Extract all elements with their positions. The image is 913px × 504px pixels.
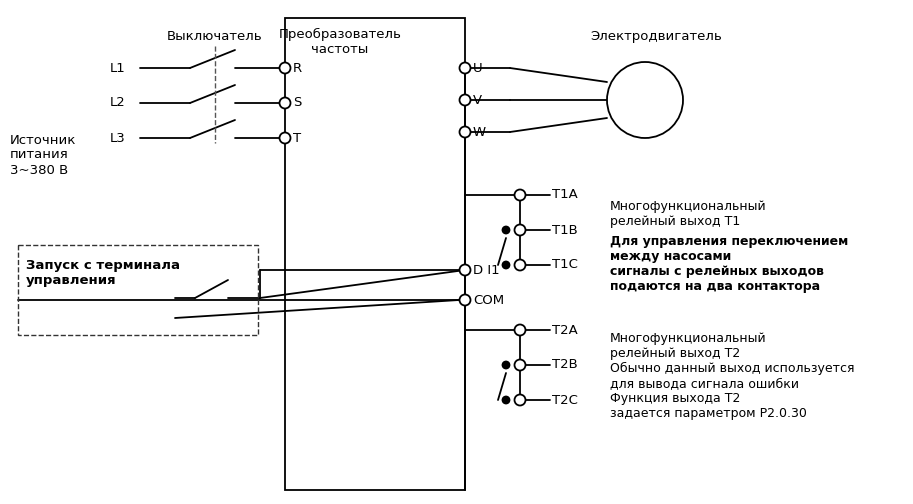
Circle shape bbox=[515, 260, 526, 271]
Circle shape bbox=[459, 294, 470, 305]
Circle shape bbox=[607, 62, 683, 138]
Circle shape bbox=[459, 127, 470, 138]
Circle shape bbox=[502, 262, 509, 269]
Circle shape bbox=[515, 190, 526, 201]
Circle shape bbox=[515, 395, 526, 406]
Circle shape bbox=[502, 397, 509, 404]
Text: L2: L2 bbox=[110, 96, 125, 109]
Circle shape bbox=[515, 359, 526, 370]
Text: Запуск с терминала
управления: Запуск с терминала управления bbox=[26, 259, 180, 287]
Text: Выключатель: Выключатель bbox=[167, 30, 263, 43]
Circle shape bbox=[459, 265, 470, 276]
Text: T2B: T2B bbox=[552, 358, 578, 371]
Circle shape bbox=[515, 325, 526, 336]
Text: T: T bbox=[293, 132, 301, 145]
Circle shape bbox=[459, 62, 470, 74]
Circle shape bbox=[502, 361, 509, 368]
Circle shape bbox=[459, 95, 470, 105]
Circle shape bbox=[279, 62, 290, 74]
Text: S: S bbox=[293, 96, 301, 109]
Text: Электродвигатель: Электродвигатель bbox=[590, 30, 722, 43]
Text: D I1: D I1 bbox=[473, 264, 499, 277]
Text: Для управления переключением
между насосами
сигналы с релейных выходов
подаются : Для управления переключением между насос… bbox=[610, 235, 848, 293]
Text: W: W bbox=[473, 125, 486, 139]
Circle shape bbox=[279, 97, 290, 108]
Bar bbox=[285, 18, 465, 490]
Circle shape bbox=[279, 133, 290, 144]
Text: U: U bbox=[473, 61, 483, 75]
Text: Преобразователь
частоты: Преобразователь частоты bbox=[278, 28, 402, 56]
Text: V: V bbox=[473, 94, 482, 106]
Text: T1C: T1C bbox=[552, 259, 578, 272]
Text: T1A: T1A bbox=[552, 188, 578, 202]
Text: L1: L1 bbox=[110, 61, 125, 75]
Text: Многофункциональный
релейный выход T1: Многофункциональный релейный выход T1 bbox=[610, 200, 767, 228]
Text: L3: L3 bbox=[110, 132, 125, 145]
Circle shape bbox=[515, 224, 526, 235]
Circle shape bbox=[502, 226, 509, 233]
Bar bbox=[18, 245, 258, 335]
Text: T1B: T1B bbox=[552, 223, 578, 236]
Text: COM: COM bbox=[473, 293, 504, 306]
Text: T2C: T2C bbox=[552, 394, 578, 407]
Text: Многофункциональный
релейный выход T2
Обычно данный выход используется
для вывод: Многофункциональный релейный выход T2 Об… bbox=[610, 332, 855, 420]
Text: Источник
питания
3~380 В: Источник питания 3~380 В bbox=[10, 134, 77, 176]
Text: R: R bbox=[293, 61, 302, 75]
Text: T2A: T2A bbox=[552, 324, 578, 337]
